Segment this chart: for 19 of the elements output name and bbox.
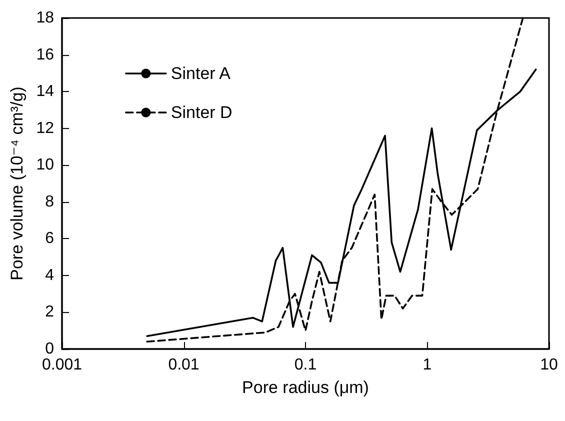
y-tick-label: 10 [36, 156, 54, 174]
x-tick-label: 10 [540, 356, 558, 374]
x-tick-label: 0.01 [168, 356, 200, 374]
legend-label: Sinter A [170, 64, 232, 83]
y-tick-label: 0 [45, 340, 54, 358]
y-tick-label: 6 [45, 230, 54, 248]
y-tick-label: 12 [36, 120, 54, 137]
x-axis-title: Pore radius (μm) [242, 378, 369, 397]
y-tick-label: 2 [45, 304, 54, 321]
x-tick-label: 0.1 [294, 356, 317, 374]
y-axis-title: Pore volume (10⁻⁴ cm³/g) [7, 86, 26, 280]
y-tick-label: 14 [36, 83, 54, 100]
x-tick-label: 0.001 [42, 356, 82, 374]
y-tick-label: 4 [45, 266, 54, 284]
legend-label: Sinter D [170, 103, 232, 122]
y-tick-label: 18 [36, 10, 54, 26]
y-tick-label: 16 [36, 46, 54, 64]
y-tick-label: 8 [45, 193, 54, 210]
x-tick-label: 1 [422, 356, 432, 374]
